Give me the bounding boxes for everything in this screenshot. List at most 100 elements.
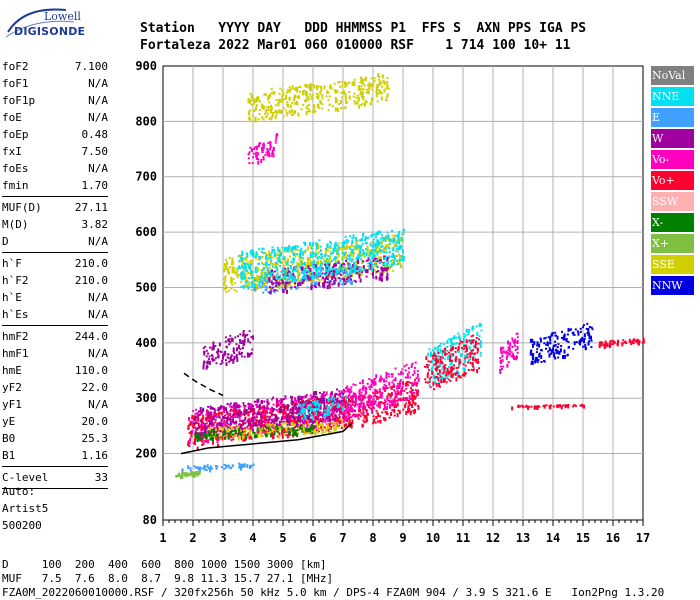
- scatter-point: [267, 419, 270, 422]
- scatter-point: [384, 389, 386, 392]
- scatter-point: [247, 285, 250, 290]
- scatter-point: [265, 435, 268, 437]
- scatter-point: [345, 278, 348, 281]
- scatter-point: [429, 386, 432, 389]
- scatter-point: [297, 276, 300, 279]
- scatter-point: [196, 432, 199, 437]
- scatter-point: [356, 403, 359, 406]
- scatter-point: [263, 405, 266, 410]
- scatter-point: [464, 354, 466, 357]
- scatter-point: [228, 360, 231, 363]
- scatter-point: [229, 341, 232, 344]
- scatter-point: [282, 280, 285, 285]
- scatter-point: [329, 247, 332, 249]
- scatter-point: [202, 434, 205, 437]
- scatter-point: [306, 425, 309, 428]
- scatter-point: [286, 246, 289, 251]
- param-key: h`E: [2, 291, 22, 304]
- scatter-point: [208, 412, 211, 417]
- y-tick-label: 80: [143, 513, 157, 527]
- scatter-point: [316, 262, 319, 265]
- scatter-point: [237, 425, 240, 429]
- scatter-point: [386, 399, 389, 402]
- scatter-point: [232, 419, 234, 424]
- scatter-point: [359, 250, 362, 254]
- scatter-point: [443, 366, 446, 371]
- scatter-point: [216, 355, 219, 358]
- scatter-point: [262, 272, 265, 275]
- scatter-point: [334, 417, 337, 422]
- scatter-point: [465, 372, 468, 375]
- scatter-point: [265, 252, 268, 255]
- scatter-point: [252, 417, 255, 422]
- scatter-point: [372, 415, 375, 418]
- scatter-point: [253, 416, 256, 419]
- scatter-point: [301, 270, 304, 273]
- scatter-point: [576, 330, 579, 333]
- scatter-point: [355, 257, 358, 260]
- scatter-point: [268, 270, 271, 273]
- scatter-point: [199, 435, 202, 438]
- scatter-point: [383, 257, 386, 260]
- scatter-point: [441, 377, 444, 380]
- scatter-point: [529, 351, 532, 356]
- scatter-point: [230, 405, 233, 408]
- scatter-point: [309, 420, 312, 423]
- scatter-point: [391, 253, 394, 258]
- scatter-point: [244, 281, 247, 284]
- scatter-point: [364, 248, 367, 251]
- scatter-point: [292, 401, 295, 404]
- scatter-point: [332, 247, 335, 252]
- scatter-point: [294, 282, 297, 285]
- scatter-point: [294, 277, 297, 280]
- scatter-point: [378, 396, 381, 399]
- scatter-point: [186, 474, 189, 477]
- scatter-point: [309, 265, 312, 268]
- scatter-point: [337, 402, 340, 405]
- scatter-point: [254, 255, 257, 258]
- scatter-point: [353, 266, 356, 271]
- scatter-point: [449, 339, 452, 344]
- scatter-point: [310, 255, 313, 258]
- scatter-point: [414, 402, 417, 405]
- scatter-point: [560, 345, 563, 347]
- scatter-point: [268, 277, 271, 282]
- scatter-point: [347, 278, 350, 283]
- scatter-point: [362, 265, 365, 270]
- scatter-point: [405, 381, 408, 385]
- scatter-point: [176, 475, 179, 478]
- scatter-point: [195, 408, 198, 411]
- scatter-point: [295, 420, 298, 423]
- scatter-point: [295, 412, 298, 415]
- scatter-point: [329, 240, 332, 243]
- scatter-point: [207, 414, 209, 416]
- scatter-point: [590, 335, 592, 340]
- scatter-point: [437, 348, 440, 353]
- scatter-point: [309, 268, 312, 272]
- scatter-point: [361, 243, 364, 245]
- scatter-point: [604, 343, 607, 346]
- scatter-point: [306, 280, 309, 282]
- scatter-point: [249, 466, 252, 468]
- scatter-point: [266, 404, 269, 409]
- scatter-point: [215, 467, 218, 470]
- scatter-point: [450, 369, 453, 374]
- scatter-point: [344, 264, 346, 266]
- scatter-point: [233, 355, 236, 360]
- scatter-point: [215, 423, 218, 428]
- scatter-point: [338, 277, 341, 280]
- scatter-point: [552, 352, 555, 355]
- scatter-point: [385, 98, 388, 101]
- scatter-point: [609, 340, 612, 342]
- scatter-point: [371, 234, 374, 237]
- scatter-point: [317, 421, 320, 426]
- scatter-point: [286, 423, 289, 426]
- scatter-point: [567, 327, 570, 332]
- scatter-point: [228, 433, 231, 436]
- scatter-point: [232, 416, 234, 421]
- scatter-point: [637, 339, 640, 342]
- scatter-point: [189, 437, 192, 442]
- scatter-point: [343, 409, 346, 414]
- scatter-point: [428, 377, 431, 380]
- scatter-point: [379, 377, 382, 382]
